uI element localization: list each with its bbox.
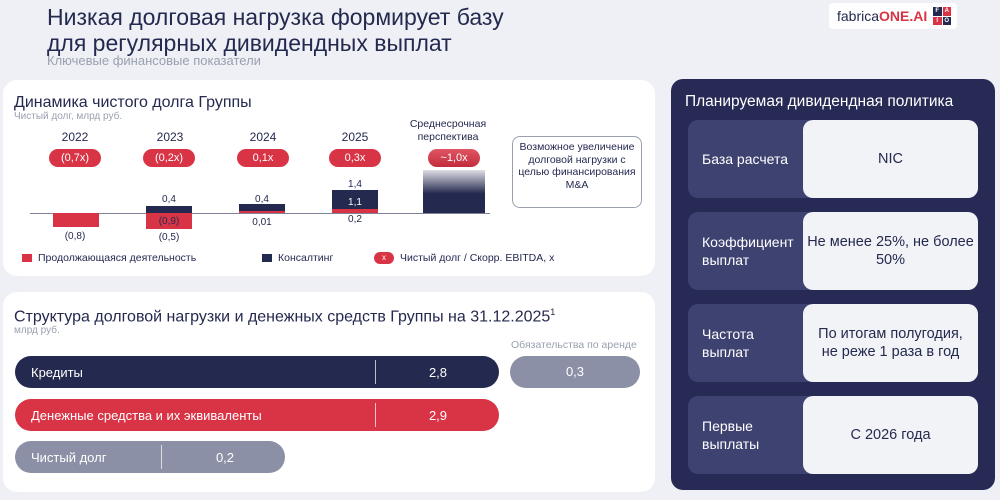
bar-continuing-2022: [53, 213, 99, 228]
legend-continuing: Продолжающаяся деятельность: [22, 252, 196, 264]
perspective-bar: [423, 170, 485, 213]
bar-continuing-2023: [146, 213, 192, 230]
cash-divider: [375, 403, 376, 427]
cash-value: 2,9: [428, 407, 448, 423]
chart-zero-line: [30, 213, 490, 214]
structure-title: Структура долговой нагрузки и денежных с…: [14, 307, 556, 326]
legend-swatch-ratio: x: [374, 252, 394, 264]
value-label-consulting-2025: 1,1: [348, 197, 362, 208]
debt-chart-title: Динамика чистого долга Группы: [14, 94, 252, 111]
legend-consulting: Консалтинг: [262, 252, 333, 264]
year-label-2023: 2023: [156, 130, 184, 144]
perspective-label: Среднесрочная перспектива: [409, 118, 487, 143]
logo-text: fabricaONE.AI: [837, 8, 928, 24]
ratio-pill-2022: (0,7x): [49, 149, 101, 167]
ratio-pill-2024: 0,1x: [237, 149, 289, 167]
cash-label: Денежные средства и их эквиваленты: [31, 407, 262, 423]
legend-label-continuing: Продолжающаяся деятельность: [38, 252, 197, 264]
legend-swatch-continuing: [22, 254, 32, 262]
value-label-continuing-2022: (0,8): [64, 231, 86, 242]
page-title: Низкая долговая нагрузка формирует базу …: [47, 4, 504, 56]
net-debt-divider: [161, 445, 162, 469]
policy-value-frequency: По итогам полугодия, не реже 1 раза в го…: [803, 304, 978, 382]
policy-value-first: С 2026 года: [803, 396, 978, 474]
policy-label-ratio: Коэффициент выплат: [702, 234, 794, 268]
net-debt-value: 0,2: [215, 449, 235, 465]
net-debt-row: Чистый долг 0,2: [15, 441, 285, 473]
ratio-pill-2025: 0,3x: [329, 149, 381, 167]
year-label-2025: 2025: [341, 130, 369, 144]
legend-swatch-consulting: [262, 254, 272, 262]
bar-continuing-2024: [239, 211, 285, 213]
policy-row-frequency: Частота выплат По итогам полугодия, не р…: [688, 304, 978, 382]
legend-label-consulting: Консалтинг: [278, 252, 334, 264]
value-label-continuing-2023: (0,9): [158, 216, 180, 227]
legend-ratio: x Чистый долг / Скорр. EBITDA, x: [374, 252, 554, 264]
ratio-pill-2023: (0,2x): [143, 149, 195, 167]
net-debt-label: Чистый долг: [31, 449, 107, 465]
policy-value-ratio: Не менее 25%, не более 50%: [803, 212, 978, 290]
ma-callout: Возможное увеличение долговой нагрузки с…: [512, 136, 642, 208]
policy-row-first: Первые выплаты С 2026 года: [688, 396, 978, 474]
bar-continuing-2025: [332, 209, 378, 213]
policy-label-base: База расчета: [702, 151, 788, 167]
year-label-2022: 2022: [61, 130, 89, 144]
bar-consulting-2024: [239, 203, 285, 211]
legend-label-ratio: Чистый долг / Скорр. EBITDA, x: [400, 252, 555, 264]
structure-unit: млрд руб.: [14, 325, 60, 336]
policy-row-ratio: Коэффициент выплат Не менее 25%, не боле…: [688, 212, 978, 290]
page-subtitle: Ключевые финансовые показатели: [47, 53, 261, 68]
page-title-line-2: для регулярных дивидендных выплат: [47, 30, 452, 56]
value-label-consulting-2024: 0,4: [255, 194, 269, 205]
value-label-total-2025: 1,4: [348, 179, 362, 190]
loans-divider: [375, 360, 376, 384]
bar-consulting-2025: [332, 189, 378, 210]
value-label-continuing-2025: 0,2: [348, 214, 362, 225]
policy-value-base: NIC: [803, 120, 978, 198]
ratio-pill-perspective: ~1,0x: [428, 149, 480, 167]
policy-title: Планируемая дивидендная политика: [685, 93, 954, 110]
year-label-2024: 2024: [249, 130, 277, 144]
debt-chart-unit: Чистый долг, млрд руб.: [14, 111, 123, 122]
loans-row: Кредиты 2,8: [15, 356, 499, 388]
dividend-policy-panel: Планируемая дивидендная политика База ра…: [671, 79, 995, 490]
bar-consulting-2023: [146, 205, 192, 213]
value-label-total-2023: (0,5): [158, 232, 180, 243]
cash-row: Денежные средства и их эквиваленты 2,9: [15, 399, 499, 431]
value-label-continuing-2024: 0,01: [252, 217, 272, 228]
page-title-line-1: Низкая долговая нагрузка формирует базу: [47, 4, 504, 30]
value-label-consulting-2023: 0,4: [162, 194, 176, 205]
policy-label-frequency: Частота выплат: [702, 326, 754, 360]
lease-header: Обязательства по аренде: [511, 339, 637, 351]
lease-pill: 0,3: [510, 356, 640, 388]
policy-label-first: Первые выплаты: [702, 418, 760, 452]
policy-row-base: База расчета NIC: [688, 120, 978, 198]
loans-value: 2,8: [428, 364, 448, 380]
loans-label: Кредиты: [31, 364, 83, 380]
